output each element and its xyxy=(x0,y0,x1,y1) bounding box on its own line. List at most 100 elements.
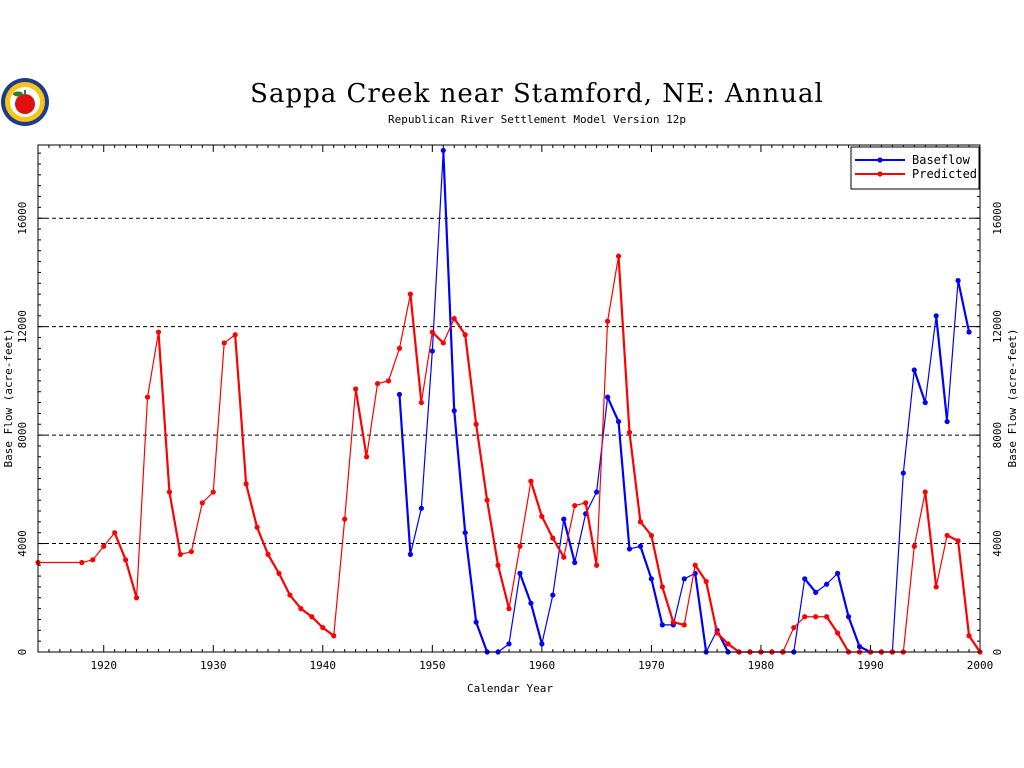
segment-baseflow-1984 xyxy=(803,577,817,594)
point-predicted-1942 xyxy=(342,516,348,522)
segment-predicted-1956 xyxy=(496,564,511,610)
point-predicted-1930 xyxy=(210,489,216,495)
point-predicted-1997 xyxy=(944,532,950,539)
point-predicted-1965 xyxy=(594,562,600,568)
point-predicted-1957 xyxy=(506,606,512,612)
segment-baseflow-1987 xyxy=(836,572,850,618)
segment-predicted-1998 xyxy=(956,539,971,637)
point-baseflow-1954 xyxy=(473,619,479,625)
segment-predicted-1957 xyxy=(508,545,521,610)
point-predicted-1970 xyxy=(648,532,654,539)
legend-predicted-label: Predicted xyxy=(912,167,977,181)
segment-predicted-1921 xyxy=(113,531,127,561)
segment-predicted-1936 xyxy=(277,572,292,597)
point-baseflow-1996 xyxy=(933,313,939,319)
chart-subtitle: Republican River Settlement Model Versio… xyxy=(388,113,686,126)
segment-predicted-1959 xyxy=(529,480,543,518)
segment-predicted-1971 xyxy=(661,585,675,624)
point-predicted-1976 xyxy=(714,630,720,636)
segment-predicted-1953 xyxy=(464,333,478,426)
segment-baseflow-1961 xyxy=(552,518,565,596)
point-predicted-1953 xyxy=(462,332,468,338)
segment-predicted-1934 xyxy=(255,526,270,556)
series-baseflow xyxy=(396,147,972,655)
segment-predicted-1964 xyxy=(584,501,598,567)
point-predicted-1919 xyxy=(90,557,96,563)
segment-predicted-1944 xyxy=(366,382,379,458)
segment-predicted-1933 xyxy=(245,482,259,529)
point-predicted-1925 xyxy=(155,329,162,335)
point-baseflow-1967 xyxy=(615,418,622,425)
point-predicted-1947 xyxy=(396,345,403,351)
point-baseflow-1971 xyxy=(659,622,665,628)
point-predicted-1972 xyxy=(670,619,676,625)
point-predicted-1998 xyxy=(955,538,961,544)
chart-title: Sappa Creek near Stamford, NE: Annual xyxy=(250,79,824,109)
segment-predicted-1999 xyxy=(967,634,982,654)
point-baseflow-1987 xyxy=(835,570,841,576)
x-tick-label-1990: 1990 xyxy=(857,659,884,672)
legend-box xyxy=(850,146,980,190)
point-predicted-1974 xyxy=(692,562,698,568)
segment-predicted-1949 xyxy=(420,331,433,404)
point-predicted-1939 xyxy=(309,614,315,620)
point-baseflow-1950 xyxy=(429,348,435,354)
point-predicted-1929 xyxy=(199,500,205,506)
segment-predicted-1923 xyxy=(135,396,149,599)
segment-baseflow-1969 xyxy=(639,545,653,580)
point-predicted-1996 xyxy=(933,584,939,590)
point-predicted-1977 xyxy=(725,641,731,647)
point-predicted-1987 xyxy=(835,630,841,636)
segment-predicted-1995 xyxy=(924,490,938,589)
point-predicted-1933 xyxy=(243,481,249,487)
point-predicted-1956 xyxy=(495,562,501,568)
legend-baseflow-label: Baseflow xyxy=(912,153,971,167)
segment-baseflow-1970 xyxy=(650,577,664,626)
point-baseflow-1997 xyxy=(944,418,950,425)
segment-predicted-1993 xyxy=(902,545,915,653)
point-predicted-1975 xyxy=(703,578,709,585)
point-baseflow-1962 xyxy=(561,516,567,522)
point-predicted-1938 xyxy=(298,606,304,612)
point-baseflow-1968 xyxy=(626,546,633,552)
point-baseflow-1985 xyxy=(813,589,819,595)
point-baseflow-1952 xyxy=(451,408,457,414)
point-baseflow-1970 xyxy=(648,576,654,582)
segment-baseflow-1963 xyxy=(574,513,587,564)
point-predicted-1971 xyxy=(659,584,665,590)
segment-baseflow-1995 xyxy=(924,315,937,404)
segment-predicted-1930 xyxy=(212,342,225,493)
x-tick-label-1980: 1980 xyxy=(748,659,775,672)
y-axis-label-right: Base Flow (acre-feet) xyxy=(1006,328,1019,467)
point-predicted-1946 xyxy=(385,378,392,384)
x-tick-label-1920: 1920 xyxy=(90,659,117,672)
segment-baseflow-1998 xyxy=(956,279,971,334)
segment-predicted-1967 xyxy=(617,255,631,434)
segment-predicted-1987 xyxy=(836,631,850,654)
plot-frame xyxy=(37,144,981,653)
logo-icon xyxy=(1,78,49,126)
segment-predicted-1954 xyxy=(475,423,489,502)
point-predicted-1944 xyxy=(364,454,370,460)
point-predicted-1923 xyxy=(133,595,140,601)
point-predicted-1949 xyxy=(418,399,424,406)
point-baseflow-1999 xyxy=(966,329,972,335)
point-baseflow-1989 xyxy=(856,643,863,650)
segment-baseflow-1953 xyxy=(464,531,478,624)
segment-predicted-1968 xyxy=(628,431,642,523)
point-baseflow-1959 xyxy=(528,600,534,606)
segment-predicted-1946 xyxy=(387,347,401,382)
y-tick-label-right-16000: 16000 xyxy=(991,202,1004,235)
point-baseflow-1969 xyxy=(637,543,644,549)
segment-predicted-1926 xyxy=(168,490,182,556)
point-predicted-1941 xyxy=(331,633,337,639)
x-tick-label-1960: 1960 xyxy=(529,659,556,672)
point-baseflow-1960 xyxy=(539,641,545,647)
point-baseflow-1998 xyxy=(955,277,961,284)
point-baseflow-1966 xyxy=(604,394,611,400)
point-baseflow-1995 xyxy=(922,399,928,406)
point-predicted-1986 xyxy=(824,614,830,620)
point-predicted-1950 xyxy=(429,329,435,335)
legend-baseflow-marker xyxy=(877,157,883,163)
point-predicted-1948 xyxy=(407,291,414,297)
